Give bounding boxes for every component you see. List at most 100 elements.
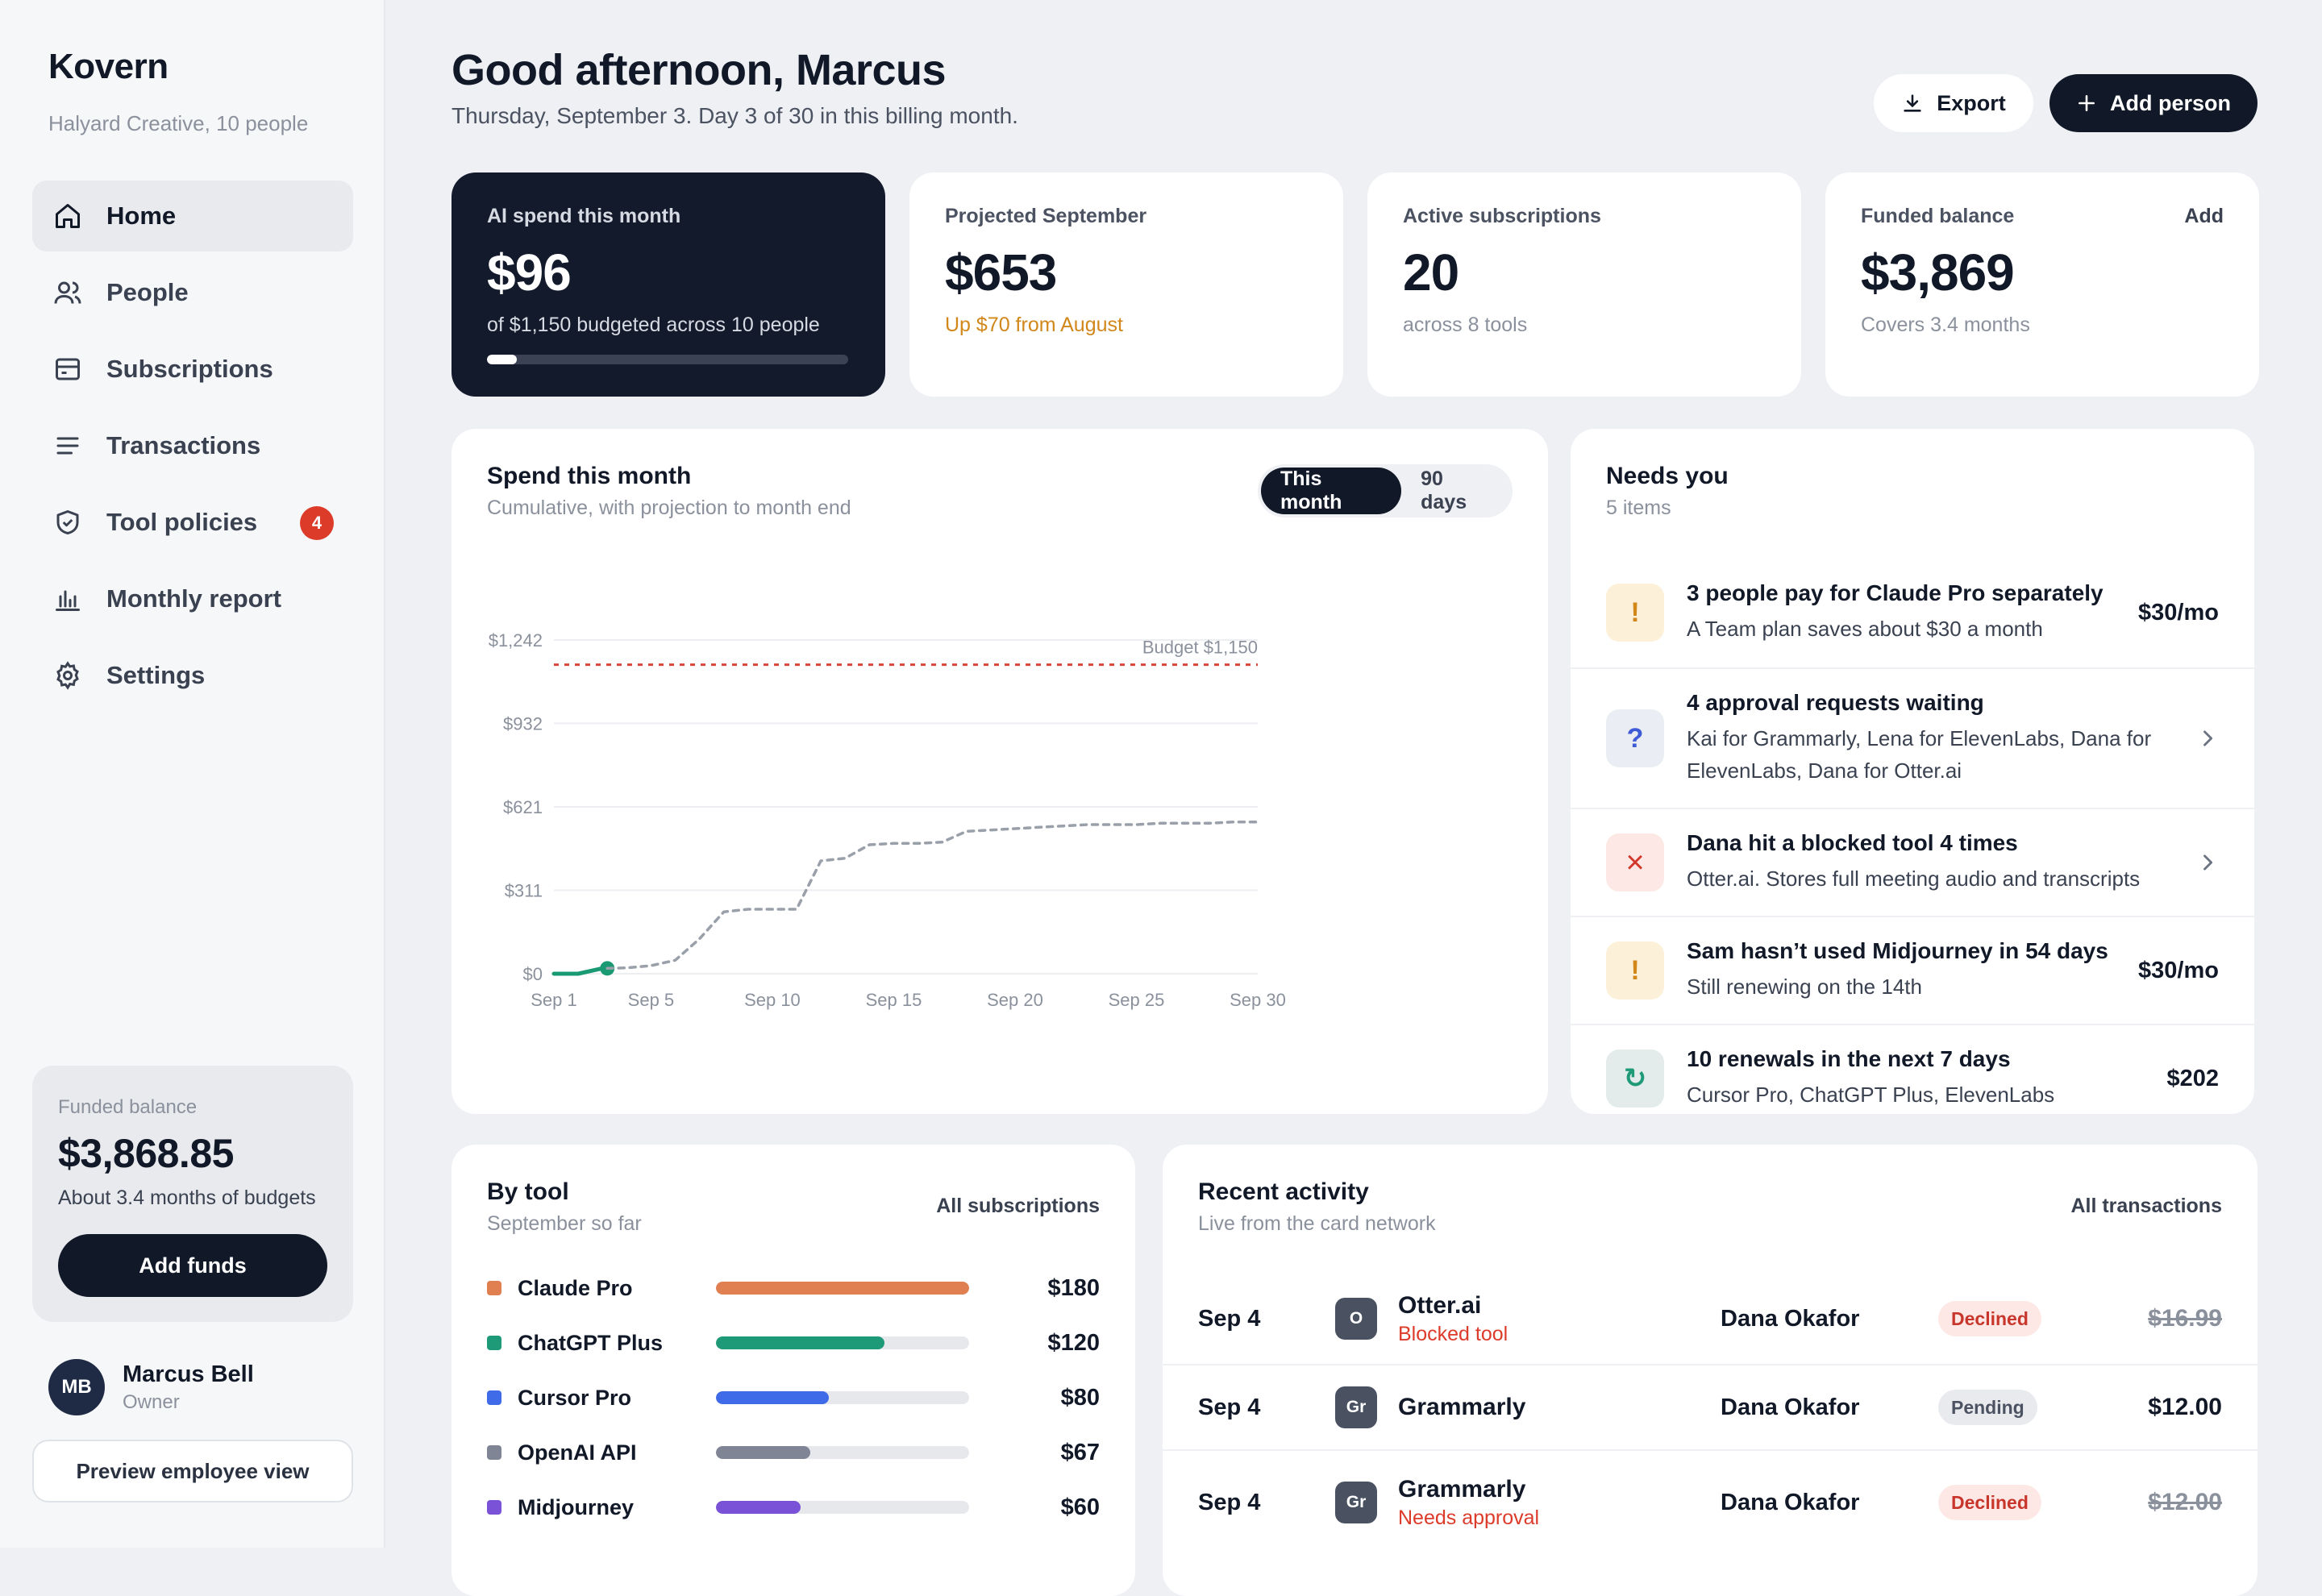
needs-item[interactable]: ! 3 people pay for Claude Pro separately… xyxy=(1571,558,2254,667)
needs-item-amount: $30/mo xyxy=(2138,599,2219,626)
all-transactions-link[interactable]: All transactions xyxy=(2070,1195,2222,1217)
tool-name: ChatGPT Plus xyxy=(518,1330,664,1355)
add-person-label: Add person xyxy=(2109,90,2231,115)
needs-item[interactable]: ? 4 approval requests waiting Kai for Gr… xyxy=(1571,667,2254,808)
activity-tool-note: Blocked tool xyxy=(1398,1322,1508,1345)
budget-label: Budget $1,150 xyxy=(1142,638,1258,658)
x-tick-label: Sep 10 xyxy=(744,990,801,1010)
tool-row[interactable]: ChatGPT Plus $120 xyxy=(487,1325,1100,1361)
all-subscriptions-link[interactable]: All subscriptions xyxy=(936,1195,1100,1217)
activity-amount: $12.00 xyxy=(2148,1489,2222,1515)
tool-color-swatch xyxy=(487,1390,501,1405)
activity-tool-note: Needs approval xyxy=(1398,1506,1540,1529)
y-tick-label: $311 xyxy=(505,880,543,900)
sidebar-item-subscriptions[interactable]: Subscriptions xyxy=(32,334,353,405)
tool-amount: $60 xyxy=(1060,1494,1100,1520)
tab-90-days[interactable]: 90 days xyxy=(1421,468,1467,513)
card-title: Needs you xyxy=(1606,463,1729,489)
sidebar-item-transactions[interactable]: Transactions xyxy=(32,410,353,481)
tool-amount: $120 xyxy=(1047,1329,1100,1356)
needs-item[interactable]: ↻ 10 renewals in the next 7 days Cursor … xyxy=(1571,1024,2254,1114)
table-row[interactable]: Sep 4 Gr Grammarly Dana Okafor Pending $… xyxy=(1163,1364,2258,1449)
tool-bar-fill xyxy=(716,1501,801,1514)
needs-item-desc: Still renewing on the 14th xyxy=(1687,975,1922,999)
stat-note: Up $70 from August xyxy=(945,314,1123,336)
close-icon: × xyxy=(1606,833,1664,892)
export-button[interactable]: Export xyxy=(1874,74,2033,132)
shield-icon xyxy=(52,506,84,538)
tool-row[interactable]: Midjourney $60 xyxy=(487,1490,1100,1525)
tool-bar xyxy=(716,1391,969,1404)
x-tick-label: Sep 30 xyxy=(1230,990,1286,1010)
warning-icon: ! xyxy=(1606,584,1664,642)
stat-label: Funded balance xyxy=(1861,205,2015,227)
sidebar-item-home[interactable]: Home xyxy=(32,181,353,251)
y-tick-label: $932 xyxy=(503,713,543,734)
card-subtitle: September so far xyxy=(487,1212,642,1235)
user-profile[interactable]: MB Marcus Bell Owner xyxy=(48,1359,254,1415)
tool-color-swatch xyxy=(487,1445,501,1460)
needs-item-title: 3 people pay for Claude Pro separately xyxy=(1687,580,2104,605)
spend-chart-card: Spend this month Cumulative, with projec… xyxy=(452,429,1548,1114)
notification-badge: 4 xyxy=(300,506,334,540)
add-funds-button[interactable]: Add funds xyxy=(58,1234,327,1297)
tab-this-month[interactable]: This month xyxy=(1261,468,1402,514)
preview-employee-view-button[interactable]: Preview employee view xyxy=(32,1440,353,1502)
page-title: Good afternoon, Marcus xyxy=(452,46,947,94)
export-label: Export xyxy=(1937,90,2006,115)
funded-balance-amount: $3,868.85 xyxy=(58,1131,234,1176)
tool-bar-fill xyxy=(716,1446,810,1459)
needs-item-title: 4 approval requests waiting xyxy=(1687,690,1984,715)
home-icon xyxy=(52,200,84,232)
tool-bar xyxy=(716,1501,969,1514)
tool-amount: $67 xyxy=(1060,1439,1100,1465)
projected-card: Projected September $653 Up $70 from Aug… xyxy=(909,172,1343,397)
tool-name: Midjourney xyxy=(518,1494,635,1519)
by-tool-card: By tool September so far All subscriptio… xyxy=(452,1145,1135,1596)
people-icon xyxy=(52,276,84,309)
needs-you-card: Needs you 5 items ! 3 people pay for Cla… xyxy=(1571,429,2254,1114)
y-tick-label: $621 xyxy=(503,797,543,817)
status-badge: Declined xyxy=(1938,1301,2041,1336)
tool-bar-fill xyxy=(716,1282,969,1295)
budget-progress-bar xyxy=(487,355,848,364)
add-person-button[interactable]: Add person xyxy=(2049,74,2258,132)
x-tick-label: Sep 15 xyxy=(866,990,922,1010)
add-balance-link[interactable]: Add xyxy=(2184,205,2224,227)
activity-person: Dana Okafor xyxy=(1721,1305,1860,1332)
sidebar-funded-balance-card: Funded balance $3,868.85 About 3.4 month… xyxy=(32,1066,353,1322)
warning-icon: ! xyxy=(1606,941,1664,1000)
tool-row[interactable]: Cursor Pro $80 xyxy=(487,1380,1100,1415)
needs-item[interactable]: × Dana hit a blocked tool 4 times Otter.… xyxy=(1571,808,2254,916)
table-row[interactable]: Sep 4 Gr Grammarly Needs approval Dana O… xyxy=(1163,1449,2258,1554)
sidebar-item-settings[interactable]: Settings xyxy=(32,640,353,711)
brand-logo[interactable]: Kovern xyxy=(48,47,169,86)
card-subtitle: Live from the card network xyxy=(1198,1212,1436,1235)
sidebar-item-label: Subscriptions xyxy=(106,355,273,383)
page-subtitle: Thursday, September 3. Day 3 of 30 in th… xyxy=(452,103,1018,128)
sidebar-item-monthly-report[interactable]: Monthly report xyxy=(32,563,353,634)
needs-item-title: Dana hit a blocked tool 4 times xyxy=(1687,830,2018,855)
needs-item[interactable]: ! Sam hasn’t used Midjourney in 54 days … xyxy=(1571,916,2254,1024)
stat-label: Projected September xyxy=(945,205,1147,227)
needs-item-title: 10 renewals in the next 7 days xyxy=(1687,1046,2011,1071)
tool-bar-fill xyxy=(716,1391,829,1404)
gear-icon xyxy=(52,659,84,692)
activity-amount: $12.00 xyxy=(2148,1394,2222,1420)
main-content: Good afternoon, Marcus Thursday, Septemb… xyxy=(385,0,2322,1596)
sidebar-item-people[interactable]: People xyxy=(32,257,353,328)
user-name: Marcus Bell xyxy=(123,1361,254,1387)
card-subtitle: Cumulative, with projection to month end xyxy=(487,497,851,519)
stat-note: of $1,150 budgeted across 10 people xyxy=(487,314,820,336)
needs-item-amount: $30/mo xyxy=(2138,957,2219,983)
sidebar-item-label: Monthly report xyxy=(106,584,281,613)
range-toggle: This month 90 days xyxy=(1258,464,1513,517)
sidebar-item-tool-policies[interactable]: Tool policies 4 xyxy=(32,487,353,558)
tool-row[interactable]: Claude Pro $180 xyxy=(487,1270,1100,1306)
tool-name: Cursor Pro xyxy=(518,1385,632,1410)
table-row[interactable]: Sep 4 O Otter.ai Blocked tool Dana Okafo… xyxy=(1163,1274,2258,1364)
status-badge: Declined xyxy=(1938,1485,2041,1520)
activity-amount: $16.99 xyxy=(2148,1305,2222,1332)
tool-row[interactable]: OpenAI API $67 xyxy=(487,1435,1100,1470)
tool-logo-icon: Gr xyxy=(1335,1482,1377,1523)
